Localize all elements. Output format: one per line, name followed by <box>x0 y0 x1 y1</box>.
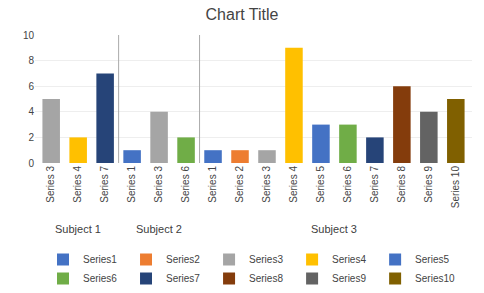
svg-text:Series 1: Series 1 <box>207 166 218 203</box>
svg-text:Series 8: Series 8 <box>396 166 407 203</box>
svg-text:Series6: Series6 <box>83 273 117 284</box>
svg-text:Series 7: Series 7 <box>99 166 110 203</box>
svg-text:Series 3: Series 3 <box>153 166 164 203</box>
svg-text:Series3: Series3 <box>249 254 283 265</box>
svg-text:Series1: Series1 <box>83 254 117 265</box>
svg-text:Series 6: Series 6 <box>180 166 191 203</box>
svg-text:Subject 2: Subject 2 <box>136 223 182 235</box>
svg-text:4: 4 <box>28 106 34 117</box>
svg-text:Series 4: Series 4 <box>288 166 299 203</box>
svg-text:8: 8 <box>28 55 34 66</box>
svg-text:Series 5: Series 5 <box>315 166 326 203</box>
svg-text:Series2: Series2 <box>166 254 200 265</box>
svg-text:Series5: Series5 <box>415 254 449 265</box>
svg-text:Series 1: Series 1 <box>126 166 137 203</box>
svg-text:Series 4: Series 4 <box>72 166 83 203</box>
svg-text:Series8: Series8 <box>249 273 283 284</box>
svg-text:Series10: Series10 <box>415 273 455 284</box>
svg-text:Subject 3: Subject 3 <box>311 223 357 235</box>
svg-text:Series 9: Series 9 <box>423 166 434 203</box>
svg-text:6: 6 <box>28 81 34 92</box>
svg-text:Subject 1: Subject 1 <box>55 223 101 235</box>
svg-text:Series 3: Series 3 <box>45 166 56 203</box>
svg-text:0: 0 <box>28 158 34 169</box>
svg-text:Series 7: Series 7 <box>369 166 380 203</box>
svg-text:Series7: Series7 <box>166 273 200 284</box>
svg-text:10: 10 <box>23 30 35 41</box>
svg-text:2: 2 <box>28 132 34 143</box>
svg-text:Series4: Series4 <box>332 254 366 265</box>
svg-text:Series 10: Series 10 <box>450 166 461 209</box>
svg-text:Series 6: Series 6 <box>342 166 353 203</box>
svg-text:Series 3: Series 3 <box>261 166 272 203</box>
svg-text:Series 2: Series 2 <box>234 166 245 203</box>
svg-text:Series9: Series9 <box>332 273 366 284</box>
svg-text:Chart Title: Chart Title <box>206 6 279 23</box>
